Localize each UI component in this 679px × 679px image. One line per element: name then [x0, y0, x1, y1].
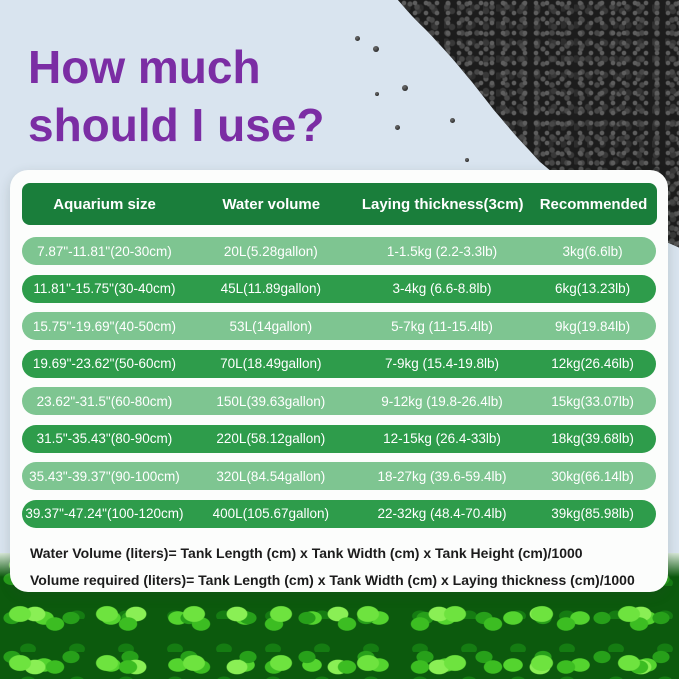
- table-row: 15.75"-19.69"(40-50cm) 53L(14gallon) 5-7…: [22, 312, 656, 340]
- cell-water-volume: 20L(5.28gallon): [223, 243, 318, 259]
- cell-recommended: 12kg(26.46lb): [551, 356, 634, 371]
- cell-water-volume: 400L(105.67gallon): [212, 506, 329, 521]
- granule-dot: [373, 46, 379, 52]
- cell-recommended: 18kg(39.68lb): [551, 431, 634, 446]
- cell-water-volume: 45L(11.89gallon): [220, 281, 321, 296]
- cell-aquarium-size: 7.87"-11.81"(20-30cm): [37, 243, 172, 259]
- cell-recommended: 3kg(6.6lb): [562, 243, 623, 259]
- cell-thickness: 1-1.5kg (2.2-3.3lb): [386, 243, 498, 259]
- cell-aquarium-size: 11.81"-15.75"(30-40cm): [33, 281, 176, 296]
- header-recommended: Recommended: [539, 195, 648, 213]
- cell-recommended: 9kg(19.84lb): [555, 318, 631, 334]
- cell-water-volume: 53L(14gallon): [229, 318, 313, 334]
- header-water-volume: Water volume: [222, 195, 321, 213]
- granule-dot: [375, 92, 379, 96]
- cell-thickness: 22-32kg (48.4-70.4lb): [377, 506, 507, 521]
- page-title: How much should I use?: [28, 38, 324, 154]
- cell-recommended: 30kg(66.14lb): [551, 468, 634, 484]
- cell-aquarium-size: 35.43"-39.37"(90-100cm): [29, 468, 180, 484]
- header-aquarium-size: Aquarium size: [53, 195, 156, 213]
- cell-water-volume: 70L(18.49gallon): [220, 356, 322, 371]
- formula-notes: Water Volume (liters)= Tank Length (cm) …: [30, 545, 654, 588]
- cell-thickness: 5-7kg (11-15.4lb): [391, 318, 493, 334]
- cell-water-volume: 320L(84.54gallon): [216, 468, 326, 484]
- cell-thickness: 18-27kg (39.6-59.4lb): [377, 468, 507, 484]
- table-row: 35.43"-39.37"(90-100cm) 320L(84.54gallon…: [22, 462, 656, 490]
- dosage-table-card: Aquarium size Water volume Laying thickn…: [10, 170, 668, 592]
- table-row: 31.5"-35.43"(80-90cm) 220L(58.12gallon) …: [22, 424, 656, 453]
- page-title-line2: should I use?: [28, 99, 325, 151]
- granule-dot: [465, 158, 469, 162]
- cell-aquarium-size: 19.69"-23.62"(50-60cm): [32, 356, 176, 371]
- table-header-row: Aquarium size Water volume Laying thickn…: [22, 183, 657, 225]
- volume-required-formula: Volume required (liters)= Tank Length (c…: [30, 571, 635, 588]
- table-row: 19.69"-23.62"(50-60cm) 70L(18.49gallon) …: [22, 349, 656, 378]
- cell-thickness: 3-4kg (6.6-8.8lb): [392, 281, 492, 296]
- cell-water-volume: 150L(39.63gallon): [216, 393, 326, 409]
- granule-dot: [450, 118, 455, 123]
- cell-recommended: 6kg(13.23lb): [555, 281, 631, 296]
- cell-aquarium-size: 39.37"-47.24"(100-120cm): [25, 506, 184, 521]
- cell-water-volume: 220L(58.12gallon): [216, 431, 326, 446]
- cell-thickness: 12-15kg (26.4-33lb): [383, 431, 501, 446]
- table-row: 39.37"-47.24"(100-120cm) 400L(105.67gall…: [22, 499, 656, 528]
- table-row: 11.81"-15.75"(30-40cm) 45L(11.89gallon) …: [22, 274, 656, 303]
- table-row: 23.62"-31.5"(60-80cm) 150L(39.63gallon) …: [22, 387, 656, 415]
- cell-thickness: 9-12kg (19.8-26.4lb): [381, 393, 503, 409]
- granule-dot: [402, 85, 408, 91]
- cell-recommended: 15kg(33.07lb): [551, 393, 634, 409]
- table-row: 7.87"-11.81"(20-30cm) 20L(5.28gallon) 1-…: [22, 237, 656, 265]
- cell-aquarium-size: 23.62"-31.5"(60-80cm): [36, 393, 173, 409]
- cell-aquarium-size: 31.5"-35.43"(80-90cm): [36, 431, 173, 446]
- cell-recommended: 39kg(85.98lb): [551, 506, 634, 521]
- granule-dot: [395, 125, 400, 130]
- page-title-line1: How much: [28, 41, 261, 93]
- header-laying-thickness: Laying thickness(3cm): [361, 195, 524, 213]
- water-volume-formula: Water Volume (liters)= Tank Length (cm) …: [30, 544, 583, 561]
- cell-thickness: 7-9kg (15.4-19.8lb): [384, 356, 500, 371]
- granule-dot: [355, 36, 360, 41]
- cell-aquarium-size: 15.75"-19.69"(40-50cm): [32, 318, 176, 334]
